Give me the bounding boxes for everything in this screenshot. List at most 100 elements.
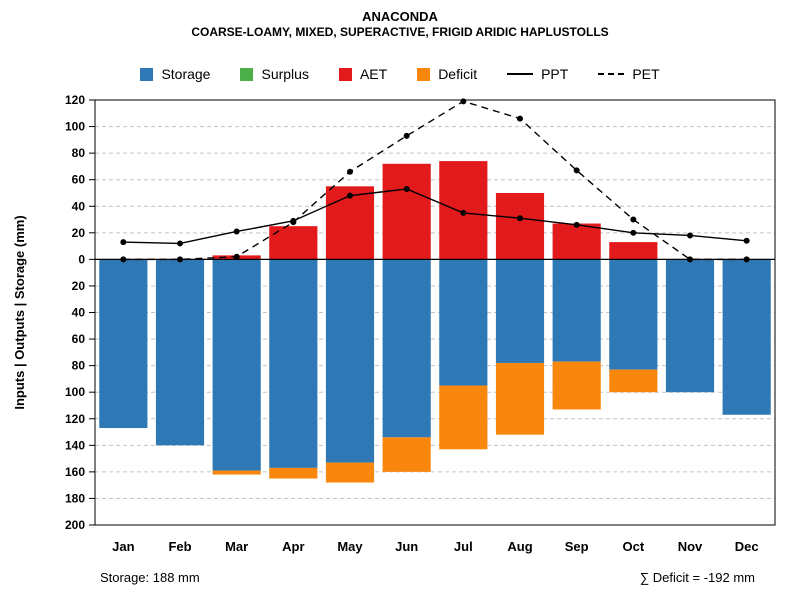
y-tick-label: 180 — [65, 491, 85, 505]
bar-storage — [722, 259, 771, 415]
bar-deficit — [552, 361, 601, 410]
bar-storage — [325, 259, 375, 463]
legend-item-storage: Storage — [140, 66, 210, 82]
bar-aet — [382, 163, 431, 260]
ppt-line-marker — [517, 215, 523, 222]
bar-aet — [552, 223, 601, 260]
x-tick-label: May — [337, 539, 363, 554]
bar-deficit — [609, 369, 658, 393]
y-tick-label: 40 — [72, 199, 86, 213]
bar-storage — [382, 259, 431, 438]
bar-storage — [155, 259, 205, 446]
pet-line-marker — [460, 98, 467, 105]
ppt-line — [123, 188, 747, 245]
chart-title: ANACONDA — [362, 9, 438, 24]
x-tick-label: Jul — [454, 539, 473, 554]
ppt-line-marker — [573, 221, 580, 228]
bar-aet — [609, 242, 658, 260]
x-tick-label: Mar — [225, 539, 248, 554]
x-tick-label: Jun — [395, 539, 418, 554]
legend-label-storage: Storage — [161, 66, 211, 82]
legend-item-aet: AET — [338, 66, 388, 82]
pet-line-marker — [403, 132, 410, 139]
ppt-line-marker — [743, 237, 750, 244]
legend-item-surplus: Surplus — [240, 66, 309, 82]
pet-line-marker — [120, 256, 127, 263]
legend-item-ppt: PPT — [507, 66, 568, 82]
x-tick-label: Aug — [507, 539, 532, 554]
pet-line-marker — [573, 167, 580, 174]
pet-line-marker — [290, 219, 297, 226]
bar-storage — [609, 259, 658, 370]
x-tick-label: Oct — [622, 539, 644, 554]
legend-solid-line-icon — [507, 73, 534, 75]
bar-storage — [99, 259, 148, 429]
bar-storage — [665, 259, 715, 393]
ppt-line-marker — [687, 232, 693, 239]
y-tick-label: 60 — [72, 332, 86, 346]
legend-swatch-surplus — [240, 67, 254, 81]
y-tick-label: 0 — [78, 252, 85, 266]
legend-swatch-storage — [140, 67, 154, 81]
y-tick-label: 40 — [72, 306, 86, 320]
y-tick-label: 80 — [72, 146, 86, 160]
ppt-line-marker — [403, 185, 410, 192]
bar-storage — [439, 259, 488, 386]
legend-label-surplus: Surplus — [261, 66, 309, 82]
ppt-line-marker — [347, 192, 353, 199]
chart-subtitle: COARSE-LOAMY, MIXED, SUPERACTIVE, FRIGID… — [191, 25, 609, 39]
x-tick-label: Apr — [282, 539, 304, 554]
bar-aet — [495, 192, 545, 260]
legend-dashed-line-icon — [598, 73, 625, 75]
y-tick-label: 60 — [72, 173, 86, 187]
bar-storage — [212, 259, 261, 471]
deficit-sum-label: ∑ Deficit = -192 mm — [639, 570, 755, 585]
chart-footer: Storage: 188 mm ∑ Deficit = -192 mm — [100, 570, 755, 585]
ppt-line-marker — [120, 239, 127, 246]
legend-label-pet: PET — [632, 66, 660, 82]
ppt-line-marker — [460, 209, 467, 216]
bar-storage — [552, 259, 601, 362]
bar-storage — [495, 259, 545, 363]
x-tick-label: Sep — [565, 539, 589, 554]
pet-line-marker — [517, 115, 523, 122]
ppt-line-marker — [177, 240, 183, 247]
legend-swatch-deficit — [417, 67, 431, 81]
bar-deficit — [382, 437, 431, 472]
legend-swatch-aet — [338, 67, 352, 81]
pet-line-marker — [743, 256, 750, 263]
legend-label-ppt: PPT — [541, 66, 569, 82]
y-tick-label: 140 — [65, 438, 85, 452]
legend-label-aet: AET — [359, 66, 388, 82]
x-tick-label: Dec — [735, 539, 759, 554]
y-axis-title: Inputs | Outputs | Storage (mm) — [12, 215, 27, 409]
bar-deficit — [269, 467, 318, 479]
bar-deficit — [439, 385, 488, 450]
ppt-line-marker — [630, 229, 637, 236]
y-tick-label: 100 — [65, 385, 85, 399]
bar-aet — [269, 226, 318, 260]
y-tick-label: 80 — [72, 359, 86, 373]
pet-line-marker — [233, 253, 240, 260]
pet-line-marker — [177, 256, 183, 263]
x-tick-label: Feb — [168, 539, 191, 554]
bar-deficit — [212, 470, 261, 475]
legend-item-pet: PET — [598, 66, 660, 82]
bar-deficit — [495, 362, 545, 435]
legend: Storage Surplus AET Deficit PPT PET — [0, 66, 800, 82]
y-tick-label: 160 — [65, 465, 85, 479]
ppt-line-marker — [233, 228, 240, 235]
x-tick-label: Nov — [678, 539, 703, 554]
y-tick-label: 100 — [65, 120, 85, 134]
legend-item-deficit: Deficit — [417, 66, 477, 82]
pet-line-marker — [347, 168, 353, 175]
pet-line-marker — [630, 216, 637, 223]
bar-storage — [269, 259, 318, 468]
x-tick-label: Jan — [112, 539, 134, 554]
y-tick-label: 120 — [65, 93, 85, 107]
legend-label-deficit: Deficit — [438, 66, 478, 82]
y-tick-label: 200 — [65, 518, 85, 532]
y-tick-label: 120 — [65, 412, 85, 426]
